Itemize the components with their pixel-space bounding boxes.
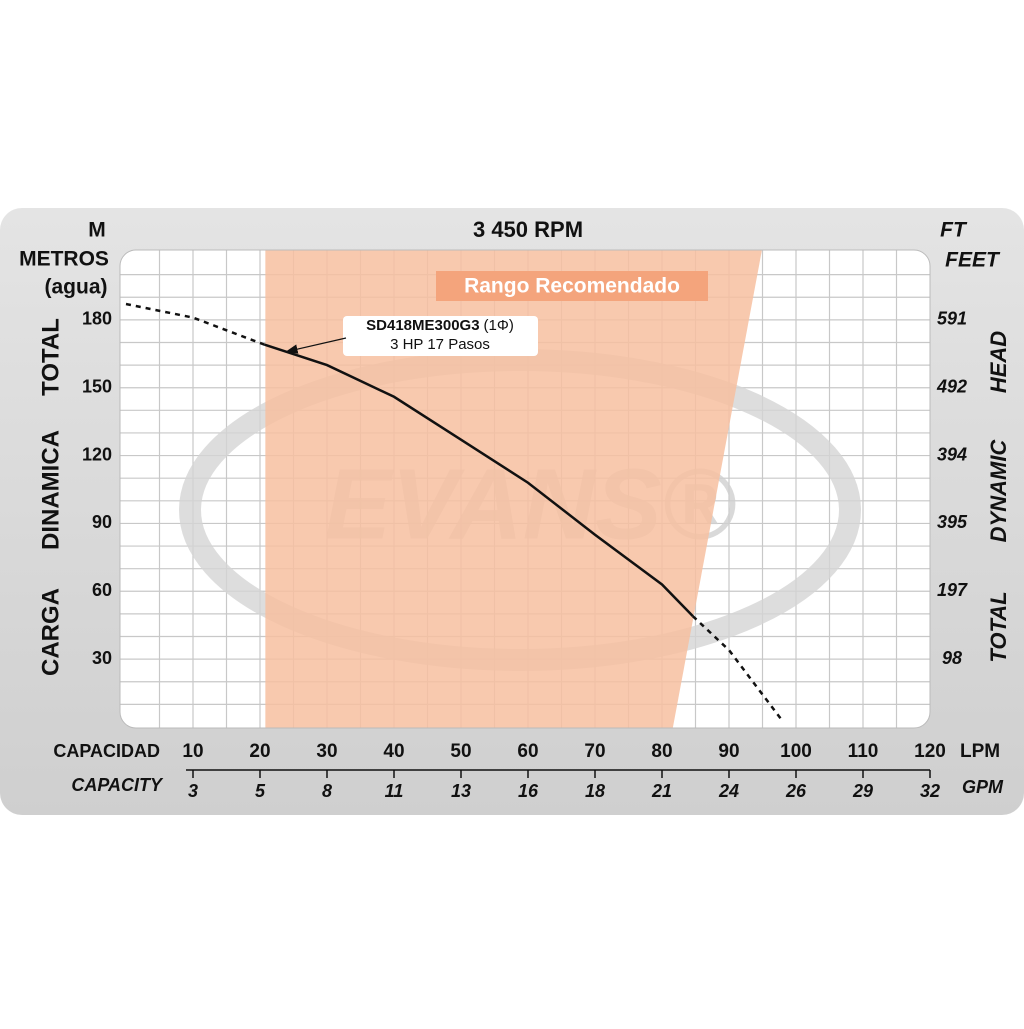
x2-tick-label: 16 bbox=[518, 781, 539, 801]
x-unit: LPM bbox=[960, 741, 1000, 762]
x2-tick-label: 3 bbox=[188, 781, 198, 801]
x2-tick-label: 24 bbox=[718, 781, 739, 801]
annotation-box bbox=[343, 316, 538, 356]
x-tick-label: 100 bbox=[780, 741, 812, 762]
annotation-text: SD418ME300G3 (1Φ) bbox=[366, 317, 514, 334]
plot-border bbox=[119, 249, 931, 729]
range-label-box bbox=[436, 271, 708, 301]
x-tick-label: 80 bbox=[651, 741, 672, 762]
annotation-arrow bbox=[285, 337, 347, 354]
pump-curve bbox=[264, 343, 694, 618]
y-unit: M bbox=[88, 219, 106, 242]
y-label: (agua) bbox=[45, 276, 108, 299]
x-tick-label: 20 bbox=[249, 741, 270, 762]
y-tick-label: 30 bbox=[92, 648, 112, 668]
y-axis-word: CARGA bbox=[37, 588, 64, 676]
recommended-range bbox=[265, 250, 763, 728]
y2-axis-word: HEAD bbox=[986, 331, 1011, 393]
y2-tick-label: 492 bbox=[936, 376, 967, 396]
y-axis-word: TOTAL bbox=[37, 318, 64, 396]
annotation-phase: (1Φ) bbox=[484, 317, 514, 334]
y-label: METROS bbox=[19, 248, 109, 271]
annotation-text: 3 HP 17 Pasos bbox=[390, 336, 490, 353]
y2-axis-word: TOTAL bbox=[986, 591, 1011, 662]
x2-tick-label: 21 bbox=[651, 781, 672, 801]
x2-tick-label: 13 bbox=[451, 781, 471, 801]
y2-unit: FT bbox=[940, 219, 968, 242]
y2-tick-label: 394 bbox=[937, 444, 967, 464]
x2-label: CAPACITY bbox=[71, 775, 164, 795]
x2-tick-label: 18 bbox=[585, 781, 605, 801]
y2-axis-word: DYNAMIC bbox=[986, 439, 1011, 543]
x-tick-label: 70 bbox=[584, 741, 605, 762]
x-label: CAPACIDAD bbox=[53, 741, 160, 761]
x2-tick-label: 26 bbox=[785, 781, 807, 801]
annotation-model: SD418ME300G3 bbox=[366, 317, 479, 334]
x-tick-label: 30 bbox=[316, 741, 337, 762]
y2-tick-label: 395 bbox=[937, 512, 968, 532]
y2-unit: FEET bbox=[945, 249, 1001, 272]
x-tick-label: 40 bbox=[383, 741, 404, 762]
chart-title: 3 450 RPM bbox=[473, 217, 583, 242]
y-axis-word: DINAMICA bbox=[37, 430, 64, 550]
y-tick-label: 180 bbox=[82, 309, 112, 329]
x-tick-label: 90 bbox=[718, 741, 739, 762]
x-tick-label: 120 bbox=[914, 741, 946, 762]
x2-unit: GPM bbox=[962, 777, 1004, 797]
y2-tick-label: 98 bbox=[942, 648, 962, 668]
x-tick-label: 50 bbox=[450, 741, 471, 762]
x2-tick-label: 11 bbox=[385, 781, 404, 801]
y-tick-label: 120 bbox=[82, 444, 112, 464]
x2-tick-label: 8 bbox=[322, 781, 332, 801]
x-tick-label: 10 bbox=[182, 741, 203, 762]
x-tick-label: 110 bbox=[848, 741, 879, 762]
y-tick-label: 60 bbox=[92, 580, 112, 600]
x-tick-label: 60 bbox=[517, 741, 538, 762]
range-label: Rango Recomendado bbox=[464, 275, 680, 298]
pump-curve bbox=[125, 302, 266, 346]
x2-tick-label: 32 bbox=[920, 781, 940, 801]
y-tick-label: 90 bbox=[92, 512, 112, 532]
y-tick-label: 150 bbox=[82, 376, 112, 396]
y2-tick-label: 197 bbox=[937, 580, 968, 600]
x2-tick-label: 29 bbox=[852, 781, 873, 801]
y2-tick-label: 591 bbox=[937, 309, 967, 329]
x2-tick-label: 5 bbox=[255, 781, 266, 801]
